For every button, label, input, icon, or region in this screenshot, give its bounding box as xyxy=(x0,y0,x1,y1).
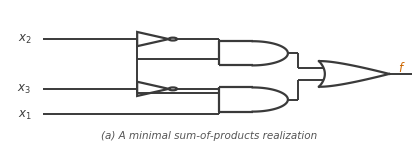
Text: $x_3$: $x_3$ xyxy=(18,83,31,96)
Text: (a) A minimal sum-of-products realization: (a) A minimal sum-of-products realizatio… xyxy=(101,131,317,141)
Text: $f$: $f$ xyxy=(398,60,405,75)
Text: $x_2$: $x_2$ xyxy=(18,33,31,46)
Text: $x_1$: $x_1$ xyxy=(18,109,31,122)
